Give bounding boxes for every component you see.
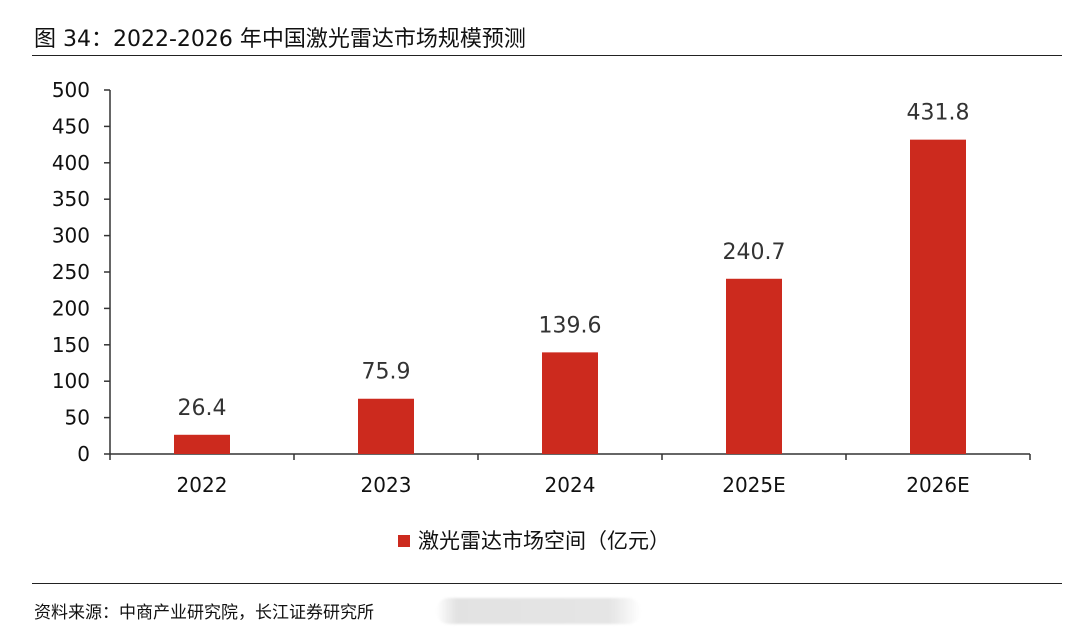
bar-2024 xyxy=(542,352,598,454)
y-tick-label: 300 xyxy=(52,224,90,248)
y-tick-label: 450 xyxy=(52,114,90,138)
source-note: 资料来源：中商产业研究院，长江证券研究所 xyxy=(34,603,374,623)
bar-2026E xyxy=(910,139,966,454)
watermark-blur xyxy=(436,598,641,624)
data-labels: 26.4 75.9 139.6 240.7 431.8 xyxy=(178,101,970,421)
y-tick-label: 500 xyxy=(52,78,90,102)
y-tick-label: 400 xyxy=(52,151,90,175)
x-tick-label: 2023 xyxy=(361,473,412,497)
y-tick-label: 50 xyxy=(65,406,90,430)
data-label-2022: 26.4 xyxy=(178,396,227,421)
x-axis: 2022 2023 2024 2025E 2026E xyxy=(109,453,1031,497)
x-tick-label: 2025E xyxy=(722,473,786,497)
x-tick-label: 2022 xyxy=(177,473,228,497)
y-tick-label: 200 xyxy=(52,296,90,320)
y-tick-label: 0 xyxy=(77,442,90,466)
y-tick-label: 350 xyxy=(52,187,90,211)
data-label-2024: 139.6 xyxy=(539,313,602,338)
data-label-2025E: 240.7 xyxy=(723,240,786,265)
x-tick-label: 2026E xyxy=(906,473,970,497)
figure-title: 图 34：2022-2026 年中国激光雷达市场规模预测 xyxy=(34,27,526,52)
data-label-2026E: 431.8 xyxy=(907,101,970,126)
legend-label: 激光雷达市场空间（亿元） xyxy=(418,529,670,553)
bar-2022 xyxy=(174,434,230,454)
bar-series xyxy=(174,139,966,454)
y-axis: 0 50 100 150 200 250 300 350 400 450 500 xyxy=(52,78,111,466)
data-label-2023: 75.9 xyxy=(362,360,411,385)
x-tick-label: 2024 xyxy=(545,473,596,497)
bar-2023 xyxy=(358,398,414,454)
source-rule xyxy=(32,583,1062,584)
legend-swatch xyxy=(398,535,410,547)
legend: 激光雷达市场空间（亿元） xyxy=(398,527,670,555)
y-tick-label: 100 xyxy=(52,369,90,393)
title-rule xyxy=(32,55,1062,56)
y-tick-label: 250 xyxy=(52,260,90,284)
bar-2025E xyxy=(726,278,782,454)
y-tick-label: 150 xyxy=(52,333,90,357)
